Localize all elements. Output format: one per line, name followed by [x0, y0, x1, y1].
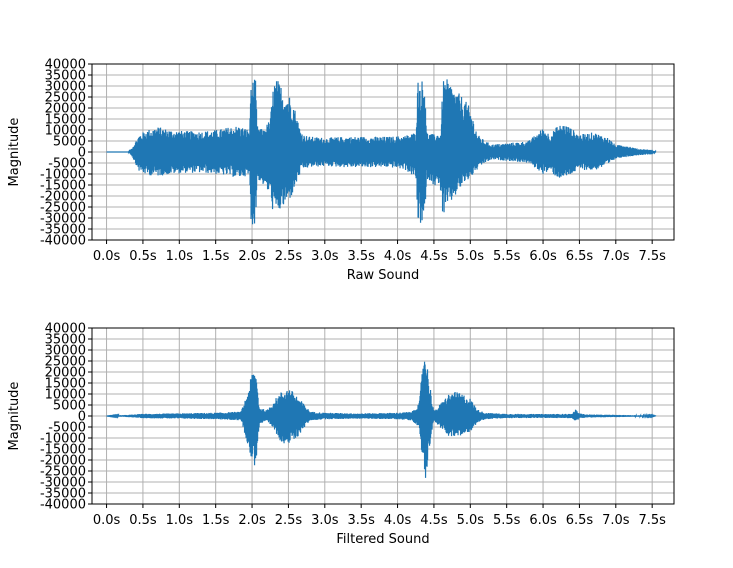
y-tick-label: 30000 [45, 80, 86, 95]
y-tick-label: 35000 [45, 69, 86, 84]
x-tick-label: 4.5s [420, 513, 448, 528]
y-tick-label: -20000 [40, 190, 86, 205]
x-tick-label: 7.0s [602, 249, 630, 264]
y-axis-label: Magnitude [7, 382, 22, 451]
y-tick-label: 0 [78, 410, 86, 425]
raw-sound-subplot: 0.0s 0.5s 1.0s 1.5s 2.0s 2.5s 3.0s 3.5s 4.0s 4.5s… [7, 58, 675, 283]
y-tick-label: -40000 [40, 498, 86, 513]
x-tick-label: 6.5s [566, 249, 594, 264]
y-tick-label: 5000 [53, 399, 86, 414]
y-tick-label: 25000 [45, 91, 86, 106]
x-tick-label: 0.0s [93, 513, 121, 528]
x-tick-label: 3.5s [347, 249, 375, 264]
y-tick-label: -10000 [40, 168, 86, 183]
x-tick-label: 2.5s [275, 249, 303, 264]
y-axis-label: Magnitude [7, 118, 22, 187]
axes-frame [91, 63, 675, 241]
y-tick-label: -35000 [40, 223, 86, 238]
y-tick-label: -15000 [40, 443, 86, 458]
y-tick-label: 10000 [45, 124, 86, 139]
x-tick-label: 3.0s [311, 513, 339, 528]
x-tick-label: 0.0s [93, 249, 121, 264]
x-tick-label: 6.5s [566, 513, 594, 528]
y-tick-label: 35000 [45, 333, 86, 348]
filtered-sound-subplot: 0.0s 0.5s 1.0s 1.5s 2.0s 2.5s 3.0s 3.5s 4.0s 4.5s… [7, 322, 675, 547]
x-axis-label: Raw Sound [347, 268, 419, 283]
x-tick-label: 2.0s [238, 513, 266, 528]
x-tick-label: 1.5s [202, 249, 230, 264]
x-tick-label: 1.0s [166, 513, 194, 528]
x-tick-label: 3.0s [311, 249, 339, 264]
x-tick-label: 4.0s [384, 513, 412, 528]
x-tick-label: 5.5s [493, 249, 521, 264]
y-tick-label: 0 [78, 146, 86, 161]
y-tick-label: -30000 [40, 212, 86, 227]
x-tick-label: 7.0s [602, 513, 630, 528]
y-tick-label: -30000 [40, 476, 86, 491]
y-tick-label: -25000 [40, 465, 86, 480]
waveform-series [106, 361, 657, 478]
y-tick-label: -5000 [48, 421, 86, 436]
axes-frame [91, 327, 675, 505]
x-tick-label: 1.0s [166, 249, 194, 264]
y-tick-label: -5000 [48, 157, 86, 172]
y-tick-label: -10000 [40, 432, 86, 447]
x-tick-label: 5.0s [457, 249, 485, 264]
y-tick-label: -15000 [40, 179, 86, 194]
x-tick-label: 6.0s [529, 249, 557, 264]
y-tick-label: -40000 [40, 234, 86, 249]
y-tick-label: 15000 [45, 377, 86, 392]
x-tick-label: 3.5s [347, 513, 375, 528]
waveform-series [106, 79, 657, 225]
y-tick-label: 40000 [45, 58, 86, 73]
x-tick-label: 0.5s [129, 249, 157, 264]
y-tick-label: 25000 [45, 355, 86, 370]
y-tick-label: 30000 [45, 344, 86, 359]
y-tick-label: 20000 [45, 366, 86, 381]
x-tick-label: 7.5s [638, 513, 666, 528]
y-tick-label: 20000 [45, 102, 86, 117]
x-tick-label: 2.5s [275, 513, 303, 528]
x-tick-label: 2.0s [238, 249, 266, 264]
y-tick-label: -35000 [40, 487, 86, 502]
y-tick-label: -25000 [40, 201, 86, 216]
y-tick-label: 5000 [53, 135, 86, 150]
y-tick-label: -20000 [40, 454, 86, 469]
x-tick-label: 7.5s [638, 249, 666, 264]
x-tick-label: 1.5s [202, 513, 230, 528]
x-tick-label: 4.5s [420, 249, 448, 264]
y-tick-label: 15000 [45, 113, 86, 128]
y-tick-label: 40000 [45, 322, 86, 337]
x-tick-label: 0.5s [129, 513, 157, 528]
x-tick-label: 4.0s [384, 249, 412, 264]
x-tick-label: 5.5s [493, 513, 521, 528]
y-tick-label: 10000 [45, 388, 86, 403]
x-axis-label: Filtered Sound [336, 532, 429, 547]
x-tick-label: 5.0s [457, 513, 485, 528]
x-tick-label: 6.0s [529, 513, 557, 528]
